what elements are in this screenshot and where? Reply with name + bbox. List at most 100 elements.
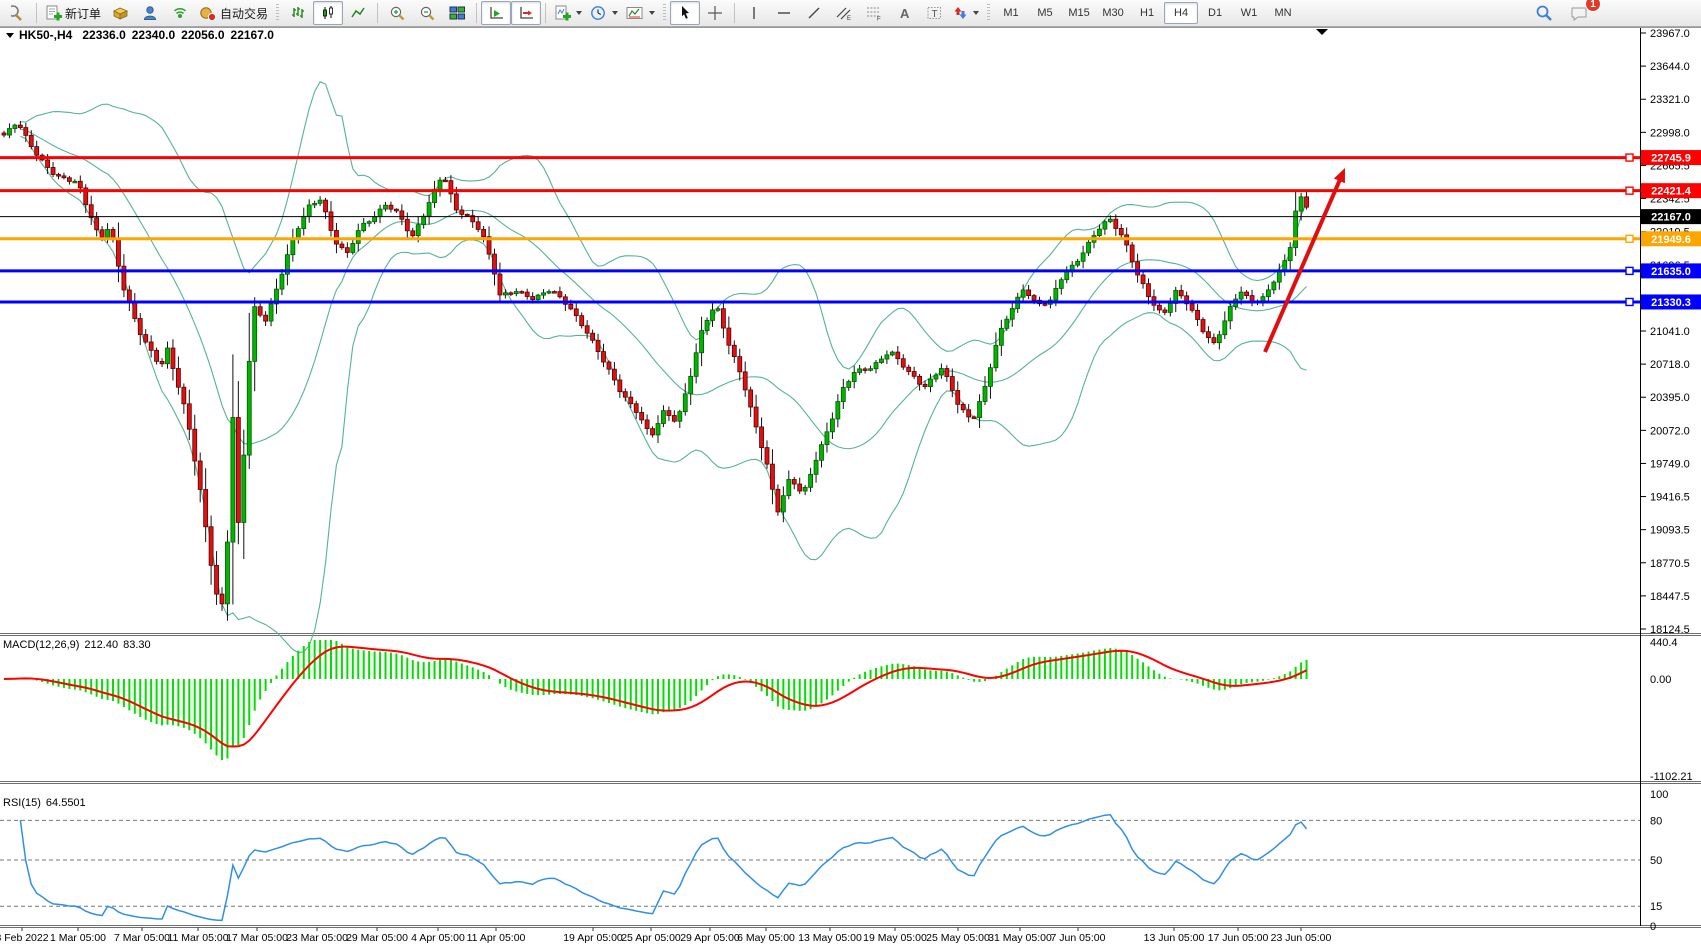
bear-candle xyxy=(67,177,72,182)
fibonacci-tool-button[interactable]: F xyxy=(859,1,889,25)
price-tick-label: 20072.0 xyxy=(1650,425,1690,437)
bull-candle xyxy=(165,347,170,365)
tf-button-D1[interactable]: D1 xyxy=(1208,7,1223,19)
template-chart-icon xyxy=(626,7,643,19)
periods-button[interactable] xyxy=(586,1,622,25)
zoom-out-button[interactable] xyxy=(412,1,442,25)
bear-candle xyxy=(159,360,165,365)
bull-candle xyxy=(355,230,361,244)
chart-shift-button[interactable] xyxy=(511,1,542,25)
bear-candle xyxy=(628,396,634,405)
cursor-icon xyxy=(681,6,689,19)
bar-chart-type-button[interactable] xyxy=(283,1,313,25)
auto-trading-button[interactable]: 自动交易 xyxy=(195,1,272,25)
crosshair-tool-button[interactable] xyxy=(700,1,730,25)
data-window-button[interactable] xyxy=(135,1,165,25)
clock-icon xyxy=(591,5,605,20)
crosshair-icon xyxy=(708,6,723,20)
macd-signal-line xyxy=(3,645,1307,748)
text-tool-button[interactable]: A xyxy=(889,1,919,25)
zoom-out-icon xyxy=(420,6,434,20)
bear-candle xyxy=(955,390,961,405)
tf-button-M5[interactable]: M5 xyxy=(1037,7,1053,19)
bull-candle xyxy=(1293,210,1299,248)
auto-scroll-button[interactable] xyxy=(481,1,512,25)
bull-candle xyxy=(693,352,699,377)
line-chart-type-button[interactable] xyxy=(343,1,373,25)
title-collapse-triangle-icon[interactable] xyxy=(6,33,14,38)
bear-candle xyxy=(1,132,7,136)
bull-candle xyxy=(1020,289,1026,298)
chat-button[interactable]: 1 xyxy=(1565,0,1601,25)
bull-candle xyxy=(1222,320,1228,336)
bull-candle xyxy=(884,354,890,360)
zoom-in-icon xyxy=(390,6,404,20)
price-tag-label: 22745.9 xyxy=(1651,153,1691,165)
tf-button-W1[interactable]: W1 xyxy=(1240,7,1258,19)
chart-shift-icon xyxy=(519,7,533,19)
svg-text:E: E xyxy=(847,16,851,21)
search-button[interactable] xyxy=(1529,1,1559,25)
new-order-label: 新订单 xyxy=(65,6,102,21)
trendline-tool-button[interactable] xyxy=(799,1,829,25)
bull-candle xyxy=(1075,260,1081,266)
bull-candle xyxy=(437,179,443,190)
arrows-caret-icon xyxy=(973,11,980,15)
price-tag xyxy=(1641,209,1701,225)
trend-arrow-object[interactable] xyxy=(1263,168,1345,353)
price-tick-label: 21041.0 xyxy=(1650,326,1690,338)
bear-candle xyxy=(137,318,143,335)
bear-candle xyxy=(328,211,334,231)
time-axis-label: 13 May 05:00 xyxy=(798,932,862,944)
vertical-line-tool-button[interactable] xyxy=(739,1,769,25)
bull-candle xyxy=(295,228,301,239)
rsi-axis-label: 80 xyxy=(1650,815,1662,827)
pane-separators[interactable] xyxy=(0,633,1701,928)
tf-button-MN[interactable]: MN xyxy=(1274,7,1292,19)
tf-button-M1[interactable]: M1 xyxy=(1003,7,1019,19)
line-chart-icon xyxy=(351,7,365,18)
bear-candle xyxy=(508,292,514,295)
bear-candle xyxy=(612,368,617,381)
tf-button-M15[interactable]: M15 xyxy=(1068,7,1090,19)
horizontal-line-tool-button[interactable] xyxy=(769,1,799,25)
candle-chart-type-button[interactable] xyxy=(313,1,344,25)
equidistant-channel-tool-button[interactable]: E xyxy=(829,1,859,25)
new-order-button[interactable]: 新订单 xyxy=(41,1,105,25)
time-axis-label: 19 Apr 05:00 xyxy=(563,932,623,944)
bear-candle xyxy=(497,273,503,296)
text-label-tool-button[interactable]: T xyxy=(919,1,949,25)
bull-candle xyxy=(1097,228,1102,236)
bull-candle xyxy=(513,291,519,295)
bear-candle xyxy=(971,416,977,419)
time-axis-label: 31 May 05:00 xyxy=(988,932,1052,944)
partial-left-button[interactable] xyxy=(2,1,32,25)
rsi-axis-label: 15 xyxy=(1650,901,1662,913)
horizontal-level-lines[interactable] xyxy=(0,153,1640,307)
bull-candle xyxy=(655,423,661,436)
bear-candle xyxy=(154,349,160,362)
signals-button[interactable] xyxy=(165,1,195,25)
bear-candle xyxy=(219,593,225,605)
time-axis-label: 6 May 05:00 xyxy=(737,932,795,944)
gold-box-icon xyxy=(112,7,128,20)
bear-candle xyxy=(770,463,775,490)
periods-caret-icon xyxy=(612,11,619,15)
templates-button[interactable] xyxy=(622,1,659,25)
tf-button-M30[interactable]: M30 xyxy=(1102,7,1124,19)
tile-windows-button[interactable] xyxy=(442,1,472,25)
bear-candle xyxy=(519,291,525,294)
market-watch-button[interactable] xyxy=(105,1,135,25)
tf-button-H4[interactable]: H4 xyxy=(1164,2,1199,24)
bull-candle xyxy=(1058,279,1064,289)
bear-candle xyxy=(83,187,89,206)
cursor-tool-button[interactable] xyxy=(670,1,701,25)
bull-candle xyxy=(1276,271,1282,283)
bear-candle xyxy=(601,351,606,363)
tf-button-H1[interactable]: H1 xyxy=(1140,7,1155,19)
zoom-in-button[interactable] xyxy=(382,1,412,25)
indicators-button[interactable] xyxy=(550,1,586,25)
arrows-tool-button[interactable] xyxy=(949,1,983,25)
bear-candle xyxy=(334,230,339,245)
